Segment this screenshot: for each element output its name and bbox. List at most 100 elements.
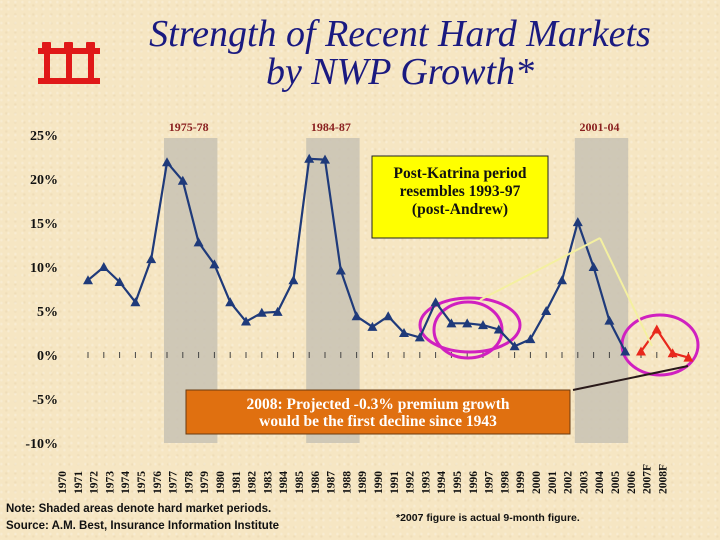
x-tick-label: 1983 [262, 471, 274, 494]
data-point [604, 315, 615, 325]
data-point [383, 311, 394, 321]
katrina-callout-box [371, 155, 549, 239]
projection-callout-text: 2008: Projected -0.3% premium growth [246, 396, 509, 413]
x-tick-label: 2005 [610, 471, 622, 494]
data-point [399, 328, 409, 337]
data-point [98, 262, 109, 271]
data-point [636, 346, 646, 356]
shading-note: Note: Shaded areas denote hard market pe… [6, 503, 272, 515]
data-point [651, 324, 662, 334]
callout-pointer [599, 237, 653, 347]
iii-logo [38, 42, 100, 84]
x-tick-label: 2000 [531, 471, 543, 494]
highlight-circle [432, 300, 504, 360]
data-point [241, 316, 251, 326]
x-tick-label: 1985 [294, 471, 306, 494]
data-point [683, 352, 694, 362]
x-tick-label: 1990 [373, 471, 385, 494]
x-tick-label: 1999 [515, 471, 527, 494]
data-point [462, 318, 473, 328]
y-tick-label: 0% [37, 349, 58, 364]
data-point [335, 265, 346, 275]
data-point [620, 346, 631, 356]
x-tick-label: 1980 [215, 471, 227, 494]
x-tick-label: 1975 [136, 471, 148, 494]
projection-callout-text: would be the first decline since 1943 [259, 413, 497, 430]
x-tick-label: 1993 [420, 471, 432, 494]
data-point [430, 297, 441, 307]
data-point [146, 254, 157, 264]
x-tick-label: 1995 [452, 471, 464, 494]
data-point [446, 318, 457, 328]
x-tick-label: 2006 [626, 471, 638, 494]
data-point [588, 262, 599, 271]
data-point [162, 157, 172, 167]
data-point [209, 259, 220, 269]
callout-pointer [479, 237, 601, 301]
x-tick-label: 1994 [436, 471, 448, 494]
x-tick-label: 2008F [657, 464, 669, 494]
data-point [667, 348, 678, 358]
x-tick-label: 1982 [247, 471, 259, 494]
x-tick-label: 1972 [89, 471, 101, 494]
data-point [177, 175, 188, 185]
data-point [493, 324, 504, 334]
x-tick-label: 1978 [183, 471, 195, 494]
x-tick-label: 1988 [341, 471, 353, 494]
data-point [320, 154, 330, 164]
chart-title-line2: by NWP Growth* [265, 51, 535, 93]
x-tick-label: 1997 [484, 471, 496, 494]
data-point [225, 297, 236, 307]
data-point [557, 275, 567, 285]
y-tick-label: 20% [30, 173, 58, 188]
x-tick-label: 2004 [594, 471, 606, 494]
data-point [525, 334, 536, 344]
x-tick-label: 1973 [104, 471, 116, 494]
x-tick-label: 1998 [499, 471, 511, 494]
x-tick-label: 1971 [73, 471, 85, 494]
x-tick-label: 1977 [168, 471, 180, 494]
source-note: Source: A.M. Best, Insurance Information… [6, 520, 280, 532]
footnote: *2007 figure is actual 9-month figure. [396, 512, 580, 524]
data-point [288, 275, 299, 285]
x-tick-label: 1991 [389, 471, 401, 494]
y-tick-label: 25% [30, 129, 58, 144]
data-point [83, 275, 93, 285]
shaded-period-label: 1984-87 [311, 120, 351, 134]
data-point [272, 306, 283, 316]
x-tick-label: 2007F [642, 464, 654, 494]
katrina-callout-text: Post-Katrina period [393, 165, 526, 182]
data-point [114, 276, 125, 286]
x-tick-label: 1992 [405, 471, 417, 494]
x-tick-label: 1987 [326, 471, 338, 494]
series-line [640, 328, 689, 359]
x-tick-label: 1979 [199, 471, 211, 494]
chart-title-line1: Strength of Recent Hard Markets [149, 13, 651, 55]
data-point [541, 306, 552, 315]
x-tick-label: 1986 [310, 471, 322, 494]
katrina-callout-text: (post-Andrew) [412, 201, 508, 218]
y-tick-label: 10% [30, 261, 58, 276]
projection-callout-box [185, 389, 571, 435]
y-tick-label: -5% [32, 393, 58, 408]
x-tick-label: 1976 [152, 471, 164, 494]
data-point [256, 307, 267, 317]
highlight-circle [418, 296, 522, 354]
x-tick-label: 1989 [357, 471, 369, 494]
x-tick-label: 1970 [57, 471, 69, 494]
y-tick-label: 5% [37, 305, 58, 320]
data-point [478, 320, 488, 330]
data-point [367, 321, 378, 331]
x-tick-label: 2002 [563, 471, 575, 494]
data-point [193, 237, 204, 247]
x-tick-label: 2001 [547, 471, 559, 494]
data-point [304, 153, 315, 163]
x-tick-label: 1981 [231, 471, 243, 494]
data-point [572, 217, 583, 227]
x-tick-label: 1974 [120, 471, 132, 494]
shaded-period-label: 1975-78 [169, 120, 209, 134]
x-tick-label: 1996 [468, 471, 480, 494]
data-point [414, 332, 425, 342]
katrina-callout-text: resembles 1993-97 [400, 183, 521, 200]
data-point [130, 297, 141, 307]
